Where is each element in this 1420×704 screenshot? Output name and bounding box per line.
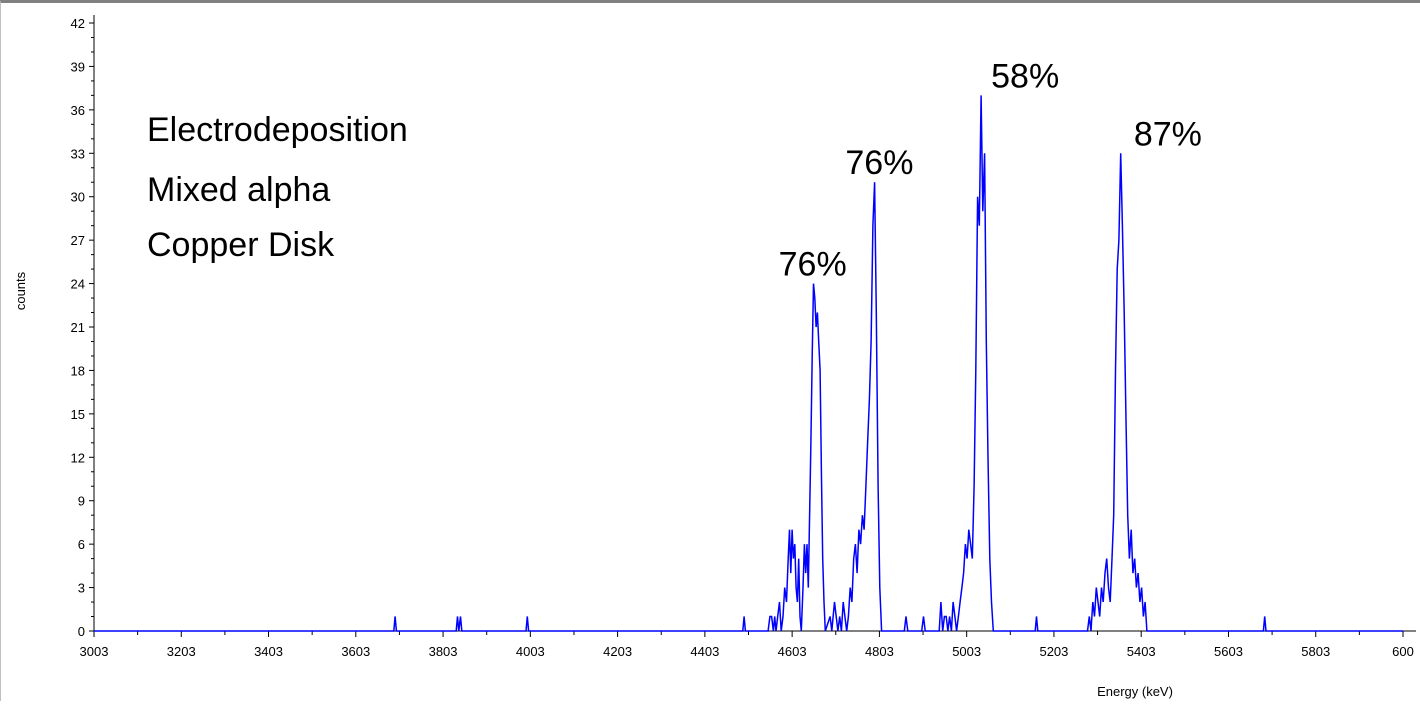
x-tick-label: 3403 bbox=[254, 644, 283, 659]
x-tick-label: 5803 bbox=[1301, 644, 1330, 659]
spectrum-line bbox=[94, 95, 1403, 632]
x-tick-label: 5403 bbox=[1127, 644, 1156, 659]
y-tick-label: 3 bbox=[78, 581, 85, 596]
x-tick-label: 3003 bbox=[80, 644, 109, 659]
x-tick-label: 5203 bbox=[1039, 644, 1068, 659]
y-tick-label: 18 bbox=[71, 363, 85, 378]
peak-labels: 76% 76% 58% 87% bbox=[779, 57, 1202, 283]
peak-label: 76% bbox=[779, 246, 847, 284]
y-tick-label: 15 bbox=[71, 407, 85, 422]
x-tick-label: 4003 bbox=[516, 644, 545, 659]
y-tick-label: 6 bbox=[78, 537, 85, 552]
x-axis-title: Energy (keV) bbox=[1097, 684, 1173, 699]
x-tick-label: 3203 bbox=[167, 644, 196, 659]
x-tick-label: 5003 bbox=[952, 644, 981, 659]
y-tick-label: 42 bbox=[71, 16, 85, 31]
annotation-line-2: Mixed alpha bbox=[147, 171, 330, 209]
x-axis: 3003 3203 3403 3603 3803 4003 4203 4403 4603 4803… bbox=[80, 630, 1416, 659]
y-tick-label: 21 bbox=[71, 320, 85, 335]
x-tick-label: 5603 bbox=[1214, 644, 1243, 659]
y-tick-label: 0 bbox=[78, 624, 85, 639]
y-tick-label: 27 bbox=[71, 233, 85, 248]
peak-label: 87% bbox=[1134, 115, 1202, 153]
annotation-line-1: Electrodeposition bbox=[147, 111, 408, 149]
y-tick-label: 39 bbox=[71, 59, 85, 74]
x-tick-label: 3603 bbox=[341, 644, 370, 659]
y-tick-label: 30 bbox=[71, 190, 85, 205]
y-tick-label: 33 bbox=[71, 146, 85, 161]
x-tick-label: 4803 bbox=[865, 644, 894, 659]
x-tick-label: 600 bbox=[1392, 644, 1414, 659]
x-tick-label: 4603 bbox=[778, 644, 807, 659]
peak-label: 58% bbox=[991, 57, 1059, 95]
x-tick-label: 4203 bbox=[603, 644, 632, 659]
x-tick-label: 3803 bbox=[429, 644, 458, 659]
annotation-block: Electrodeposition Mixed alpha Copper Dis… bbox=[147, 111, 408, 264]
y-axis-title: counts bbox=[13, 271, 28, 310]
y-tick-label: 9 bbox=[78, 494, 85, 509]
peak-label: 76% bbox=[845, 144, 913, 182]
x-tick-label: 4403 bbox=[690, 644, 719, 659]
annotation-line-3: Copper Disk bbox=[147, 226, 335, 264]
y-tick-label: 36 bbox=[71, 103, 85, 118]
y-tick-label: 24 bbox=[71, 277, 85, 292]
y-tick-label: 12 bbox=[71, 450, 85, 465]
